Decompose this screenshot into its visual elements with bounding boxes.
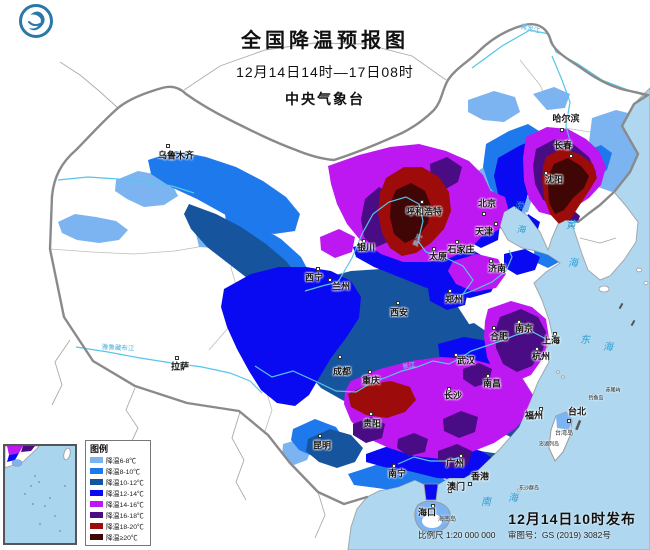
legend-label: 降温8-10℃ — [106, 469, 140, 477]
legend-box: 图例 降温6-8℃ 降温8-10℃ 降温10-12℃ 降温12-14℃ 降温14-16℃… — [85, 440, 151, 546]
legend-item: 降温8-10℃ — [90, 466, 150, 477]
foreign-borders — [51, 42, 617, 539]
legend-label: 降温14-16℃ — [106, 502, 144, 510]
legend-title: 图例 — [90, 444, 109, 454]
taiwan-island — [548, 411, 573, 462]
sea-islands — [517, 267, 649, 492]
publish-time: 12月14日10时发布 — [508, 511, 636, 527]
china-border — [48, 23, 650, 506]
legend-swatch — [90, 534, 103, 541]
hainan-island — [414, 500, 451, 533]
legend-label: 降温18-20℃ — [106, 524, 144, 532]
legend-swatch — [90, 490, 103, 497]
legend-swatch — [90, 479, 103, 486]
map-approval-number: 审图号：GS (2019) 3082号 — [507, 530, 611, 540]
cma-logo-icon — [19, 4, 53, 38]
legend-swatch — [90, 501, 103, 508]
legend-swatch — [90, 512, 103, 519]
inset-map — [4, 445, 71, 532]
legend-item: 降温≥20℃ — [90, 532, 150, 543]
legend-label: 降温12-14℃ — [106, 491, 144, 499]
legend-item: 降温18-20℃ — [90, 521, 150, 532]
legend-label: 降温6-8℃ — [106, 458, 137, 466]
legend-item: 降温10-12℃ — [90, 477, 150, 488]
legend-item: 降温16-18℃ — [90, 510, 150, 521]
legend-swatch — [90, 468, 103, 475]
legend-rows: 降温6-8℃ 降温8-10℃ 降温10-12℃ 降温12-14℃ 降温14-16℃ 降温1… — [90, 455, 150, 543]
legend-item: 降温6-8℃ — [90, 455, 150, 466]
map-scale: 比例尺 1:20 000 000 — [418, 530, 496, 540]
legend-label: 降温16-18℃ — [106, 513, 144, 521]
legend-label: 降温10-12℃ — [106, 480, 144, 488]
legend-label: 降温≥20℃ — [106, 535, 138, 543]
rivers — [57, 29, 647, 465]
legend-swatch — [90, 523, 103, 530]
south-china-sea-inset — [3, 444, 77, 545]
leizhou-patch — [423, 483, 439, 501]
legend-item: 降温14-16℃ — [90, 499, 150, 510]
legend-item: 降温12-14℃ — [90, 488, 150, 499]
map-credits: 比例尺 1:20 000 000 审图号：GS (2019) 3082号 — [418, 529, 621, 541]
legend-swatch — [90, 457, 103, 464]
